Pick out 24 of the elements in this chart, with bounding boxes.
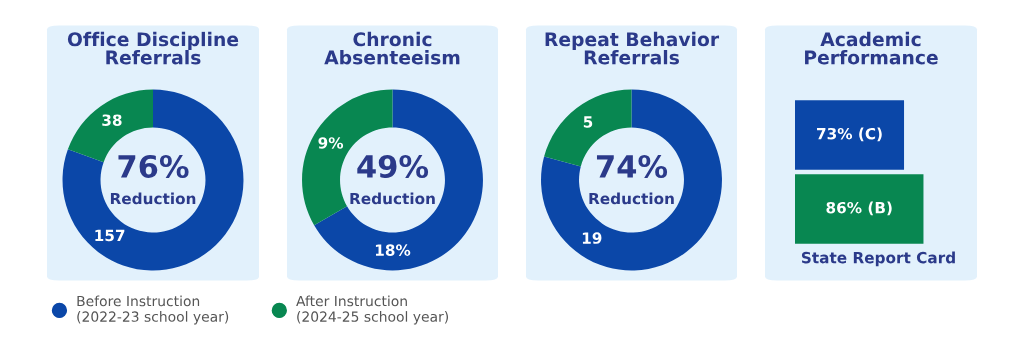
chart-title: Repeat Behavior Referrals [545, 31, 720, 65]
text: Reduction [350, 192, 435, 205]
text: Reduction [110, 192, 196, 205]
data-label: 38 [102, 114, 122, 126]
data-label: 5 [583, 116, 593, 128]
chart-title: Chronic Absenteeism [324, 31, 460, 65]
data-label: 157 [95, 229, 125, 242]
data-label: 19 [582, 232, 602, 244]
data-label: 18% [375, 244, 411, 256]
data-label: 86% (B) [826, 201, 892, 216]
text: 76% [118, 154, 189, 179]
text: 74% [596, 154, 668, 179]
legend-label: After Instruction (2024-25 school year) [296, 295, 449, 325]
donut-slice [314, 89, 483, 271]
data-label: 9% [318, 137, 344, 149]
data-label: 73% (C) [817, 127, 882, 142]
donut-slice [62, 89, 244, 271]
chart-title: Office Discipline Referrals [67, 31, 239, 65]
donut-slice [541, 89, 722, 271]
x-axis-title: State Report Card [801, 251, 955, 267]
chart-title: Academic Performance [805, 31, 938, 65]
text: Reduction [589, 192, 674, 205]
legend-label: Before Instruction (2022-23 school year) [77, 295, 229, 325]
text: 49% [357, 154, 429, 179]
